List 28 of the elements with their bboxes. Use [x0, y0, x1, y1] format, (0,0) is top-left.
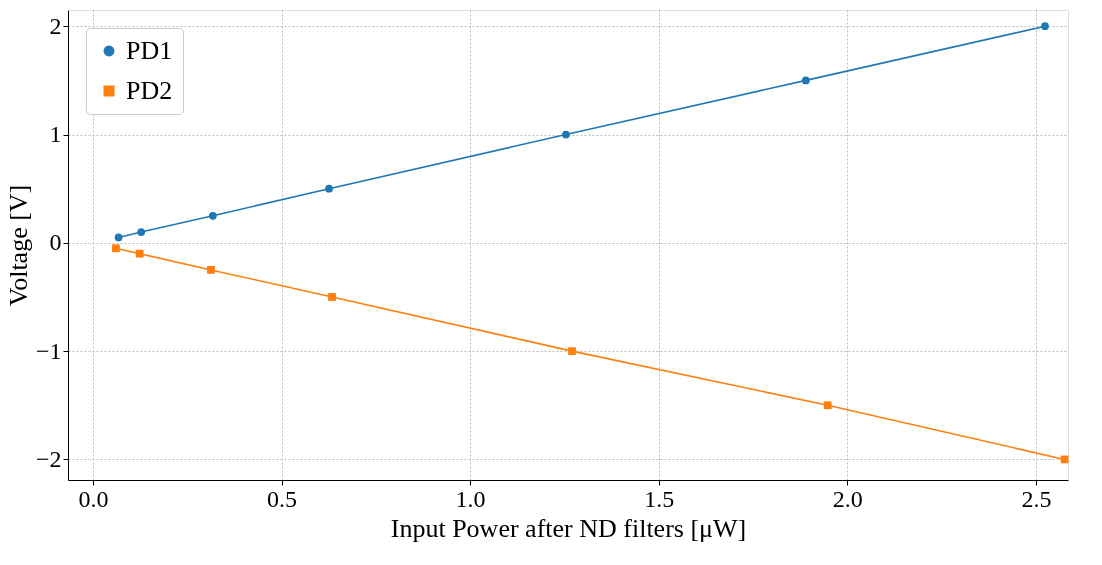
point — [568, 347, 576, 355]
legend-label: PD2 — [126, 76, 173, 105]
point — [325, 184, 333, 193]
x-tick-label: 2.5 — [1021, 485, 1052, 512]
x-axis-title: Input Power after ND filters [μW] — [390, 513, 747, 543]
point — [823, 401, 832, 410]
point — [562, 130, 570, 139]
point — [207, 266, 215, 274]
y-tick-label: 0 — [49, 229, 62, 256]
point — [112, 244, 120, 253]
point — [208, 211, 217, 220]
y-tick-label: −2 — [35, 445, 62, 472]
y-tick-label: 1 — [49, 121, 62, 148]
point — [135, 249, 144, 258]
x-tick-label: 0.0 — [78, 485, 109, 512]
y-axis-title: Voltage [V] — [3, 184, 33, 307]
x-tick-label: 0.5 — [267, 485, 297, 512]
point — [801, 76, 810, 85]
y-tick-label: 2 — [49, 12, 62, 39]
point — [1041, 22, 1049, 31]
x-tick-label: 1.0 — [455, 485, 486, 512]
x-tick-label: 2.0 — [832, 485, 863, 512]
legend-label: PD1 — [126, 36, 173, 65]
x-tick-label: 1.5 — [644, 485, 675, 512]
y-tick-label: −1 — [35, 337, 62, 364]
point — [114, 233, 123, 242]
point — [137, 228, 146, 236]
point — [328, 293, 336, 301]
